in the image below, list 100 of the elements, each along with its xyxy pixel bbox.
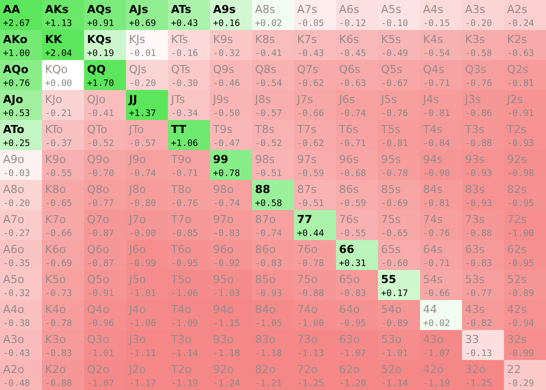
annotation: K4s: [423, 33, 444, 46]
annotation: K9s: [213, 33, 234, 46]
annotation: QJs: [129, 63, 147, 76]
data-label: -0.66: [45, 229, 72, 239]
annotation: T3o: [170, 333, 192, 346]
data-label: -1.07: [423, 349, 450, 359]
data-label: -1.18: [255, 349, 282, 359]
annotation: T2s: [506, 123, 527, 136]
annotation: 85o: [255, 273, 276, 286]
annotation: J7o: [128, 213, 146, 226]
data-label: -0.81: [381, 139, 408, 149]
annotation: 72o: [297, 363, 318, 376]
data-label: +0.19: [87, 49, 114, 59]
annotation: ATo: [3, 123, 25, 136]
data-label: -1.00: [507, 229, 534, 239]
data-label: -0.98: [507, 169, 534, 179]
data-label: -0.51: [255, 169, 282, 179]
annotation: AQs: [87, 3, 112, 16]
annotation: A7o: [3, 213, 25, 226]
annotation: A9s: [213, 3, 236, 16]
annotation: KJo: [45, 93, 62, 106]
data-label: -0.59: [297, 169, 324, 179]
data-label: -1.19: [423, 379, 450, 389]
annotation: K5s: [381, 33, 402, 46]
data-label: -1.17: [129, 379, 156, 389]
annotation: A2o: [3, 363, 25, 376]
annotation: 82s: [507, 183, 527, 196]
annotation: K7o: [45, 213, 66, 226]
data-label: -0.80: [129, 199, 156, 209]
annotation: A5o: [3, 273, 25, 286]
data-label: -0.76: [465, 79, 492, 89]
annotation: 83o: [255, 333, 276, 346]
annotation: A8o: [3, 183, 25, 196]
annotation: J4o: [128, 303, 146, 316]
data-label: -0.85: [171, 229, 198, 239]
data-label: -0.47: [213, 139, 240, 149]
annotation: T4o: [170, 303, 192, 316]
data-label: -0.60: [381, 259, 408, 269]
annotation: A3s: [465, 3, 486, 16]
annotation: AJs: [129, 3, 149, 16]
annotation: 42s: [507, 303, 527, 316]
data-label: +0.00: [45, 79, 72, 89]
data-label: -0.91: [87, 289, 114, 299]
data-label: -1.00: [297, 319, 324, 329]
data-label: -0.93: [507, 139, 534, 149]
data-label: +0.17: [381, 289, 408, 299]
annotation: T9o: [170, 153, 192, 166]
annotation: QQ: [87, 63, 106, 76]
annotation: TT: [171, 123, 187, 136]
annotation: JTs: [170, 93, 186, 106]
data-label: +1.06: [171, 139, 198, 149]
annotation: 93o: [213, 333, 234, 346]
annotation: Q3s: [465, 63, 487, 76]
data-label: -0.62: [297, 139, 324, 149]
data-label: +0.53: [3, 109, 30, 119]
annotation: 85s: [381, 183, 401, 196]
data-label: -0.63: [507, 49, 534, 59]
data-label: -0.88: [465, 139, 492, 149]
data-label: -0.65: [45, 199, 72, 209]
data-label: +0.76: [3, 79, 30, 89]
data-label: -0.84: [423, 139, 450, 149]
annotation: Q9s: [213, 63, 235, 76]
data-label: -0.69: [381, 199, 408, 209]
annotation: 42o: [423, 363, 444, 376]
data-label: -0.87: [87, 229, 114, 239]
annotation: QTo: [87, 123, 108, 136]
data-label: -0.32: [3, 289, 30, 299]
annotation: 98o: [213, 183, 234, 196]
annotation: Q2s: [507, 63, 529, 76]
data-label: -0.93: [255, 289, 282, 299]
annotation: 76o: [297, 243, 318, 256]
data-label: -0.81: [507, 79, 534, 89]
annotation: QTs: [171, 63, 191, 76]
data-label: -1.03: [213, 289, 240, 299]
annotation: 84o: [255, 303, 276, 316]
data-label: -0.71: [171, 169, 198, 179]
annotation: 64s: [423, 243, 443, 256]
annotation: 74s: [423, 213, 443, 226]
data-label: -0.34: [171, 109, 198, 119]
data-label: -0.81: [423, 199, 450, 209]
data-label: -0.13: [465, 349, 492, 359]
annotation: KJs: [129, 33, 146, 46]
annotation: 32o: [465, 363, 486, 376]
data-label: +0.02: [423, 319, 450, 329]
data-label: -1.15: [213, 319, 240, 329]
annotation: J7s: [296, 93, 314, 106]
data-label: -1.19: [171, 379, 198, 389]
data-label: -0.41: [255, 49, 282, 59]
data-label: -0.67: [381, 79, 408, 89]
annotation: QJo: [87, 93, 106, 106]
data-label: -0.49: [381, 49, 408, 59]
annotation: 62s: [507, 243, 527, 256]
data-label: -1.25: [297, 379, 324, 389]
data-label: -0.30: [171, 79, 198, 89]
data-label: -0.70: [87, 169, 114, 179]
data-label: -0.74: [339, 109, 366, 119]
data-label: -0.65: [381, 229, 408, 239]
data-label: -0.59: [339, 199, 366, 209]
data-label: -1.13: [297, 349, 324, 359]
annotation: T5o: [170, 273, 192, 286]
